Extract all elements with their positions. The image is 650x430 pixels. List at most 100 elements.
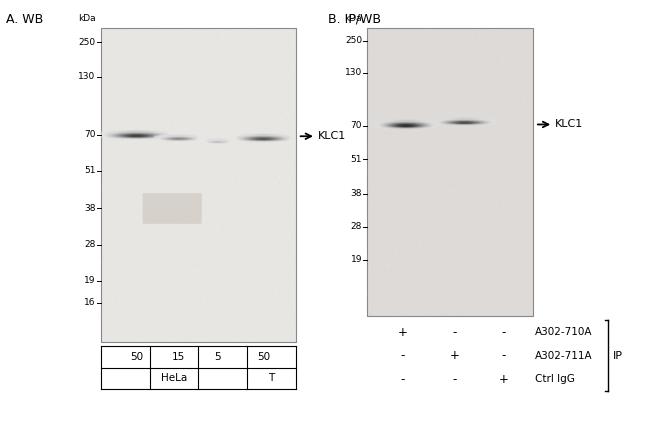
- Point: [231, 146, 241, 153]
- Point: [424, 166, 434, 172]
- Point: [231, 322, 241, 329]
- Point: [136, 269, 147, 276]
- Point: [376, 98, 387, 105]
- Point: [274, 178, 284, 185]
- Point: [170, 198, 181, 205]
- Point: [240, 224, 251, 230]
- Point: [131, 283, 141, 290]
- Point: [382, 61, 393, 68]
- Point: [224, 235, 235, 242]
- Point: [410, 46, 421, 53]
- Point: [238, 233, 248, 240]
- Point: [120, 51, 131, 58]
- Point: [287, 331, 298, 338]
- Point: [454, 100, 464, 107]
- Point: [261, 100, 271, 107]
- Point: [468, 284, 478, 291]
- Point: [282, 38, 293, 45]
- Point: [97, 74, 107, 81]
- Point: [460, 146, 470, 153]
- Point: [486, 224, 496, 230]
- Point: [417, 85, 428, 92]
- Point: [398, 237, 408, 244]
- Point: [280, 151, 290, 158]
- Point: [291, 159, 301, 166]
- Point: [240, 255, 250, 261]
- Point: [473, 122, 483, 129]
- Point: [436, 34, 447, 40]
- Point: [270, 189, 280, 196]
- Point: [275, 300, 285, 307]
- Point: [416, 153, 426, 160]
- Point: [397, 197, 408, 204]
- Point: [235, 163, 246, 170]
- Point: [155, 197, 165, 204]
- Point: [236, 225, 246, 232]
- Point: [287, 308, 297, 315]
- Point: [498, 143, 508, 150]
- Point: [202, 276, 213, 283]
- Point: [451, 80, 462, 87]
- Point: [104, 234, 114, 241]
- Point: [462, 237, 472, 243]
- Point: [107, 101, 117, 108]
- Text: 16: 16: [84, 298, 96, 307]
- Point: [124, 96, 135, 103]
- Point: [135, 332, 146, 339]
- Point: [375, 132, 385, 139]
- Point: [165, 175, 176, 182]
- Point: [280, 83, 291, 89]
- Point: [416, 285, 426, 292]
- Point: [254, 112, 264, 119]
- Bar: [101, 28, 296, 342]
- Point: [365, 277, 375, 284]
- Point: [390, 286, 400, 293]
- Point: [402, 94, 413, 101]
- Point: [236, 111, 246, 117]
- Point: [274, 180, 285, 187]
- Point: [276, 132, 287, 139]
- Point: [176, 68, 186, 74]
- Point: [233, 169, 243, 175]
- Point: [411, 38, 421, 45]
- Point: [480, 148, 491, 155]
- Point: [112, 181, 123, 188]
- Point: [498, 164, 508, 171]
- Point: [107, 159, 117, 166]
- Point: [485, 216, 495, 223]
- Point: [490, 152, 501, 159]
- Point: [411, 237, 421, 244]
- Point: [226, 71, 236, 78]
- Point: [127, 59, 137, 66]
- Point: [419, 39, 429, 46]
- Point: [391, 46, 402, 52]
- Point: [500, 53, 510, 60]
- Point: [165, 234, 176, 241]
- Point: [137, 157, 148, 164]
- Point: [384, 114, 394, 120]
- Point: [462, 203, 472, 210]
- Point: [280, 261, 291, 267]
- Point: [454, 232, 464, 239]
- Point: [508, 115, 518, 122]
- Point: [187, 135, 198, 142]
- Point: [156, 331, 166, 338]
- Point: [157, 189, 168, 196]
- Point: [156, 223, 166, 230]
- Point: [190, 29, 200, 36]
- Point: [200, 338, 211, 345]
- Point: [368, 108, 378, 115]
- Point: [433, 59, 443, 66]
- Point: [453, 159, 463, 166]
- Point: [234, 287, 244, 294]
- Point: [486, 115, 496, 122]
- Point: [232, 233, 242, 240]
- Point: [253, 203, 263, 209]
- Point: [274, 111, 284, 118]
- Point: [528, 144, 538, 151]
- Point: [259, 313, 270, 320]
- Point: [218, 119, 229, 126]
- Point: [492, 137, 502, 144]
- Point: [198, 40, 209, 47]
- Point: [126, 325, 136, 332]
